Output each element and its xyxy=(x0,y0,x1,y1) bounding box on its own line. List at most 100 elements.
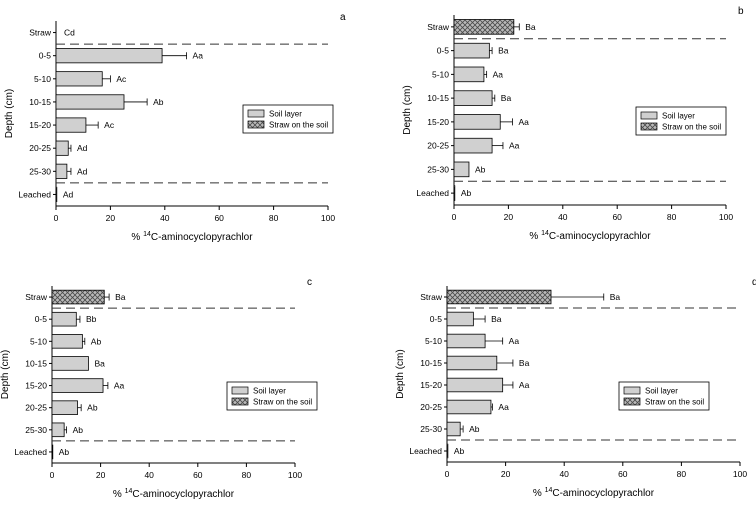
soil-bar xyxy=(446,355,498,371)
y-axis-title: Depth (cm) xyxy=(395,349,406,398)
data-label: Ab xyxy=(454,446,465,456)
x-tick-label: 60 xyxy=(214,213,224,223)
y-tick-label: 20-25 xyxy=(427,141,449,151)
legend-straw-label: Straw on the soil xyxy=(269,121,328,130)
x-axis-title-superscript: 14 xyxy=(125,488,133,495)
x-axis-title-superscript: 14 xyxy=(143,231,151,238)
legend-soil-swatch xyxy=(640,111,658,120)
chart-panel-a: a Straw 0-5 5-10 10-15 15-20 20-25 25-30 Leached… xyxy=(4,12,346,243)
y-tick-label: 5-10 xyxy=(30,336,47,346)
x-axis-title-superscript: 14 xyxy=(541,230,549,237)
x-axis-title-prefix: % xyxy=(533,488,545,499)
panel-letter: c xyxy=(307,277,312,288)
data-label: Ab xyxy=(475,164,486,174)
legend-soil-label: Soil layer xyxy=(253,387,286,396)
x-tick-label: 100 xyxy=(733,469,747,479)
y-tick-label: 5-10 xyxy=(34,74,51,84)
data-label: Ab xyxy=(87,403,98,413)
y-axis-title: Depth (cm) xyxy=(4,89,15,138)
soil-bar xyxy=(51,422,65,438)
x-tick-label: 20 xyxy=(96,470,106,480)
y-tick-label: 15-20 xyxy=(25,381,47,391)
y-tick-label: Leached xyxy=(416,188,449,198)
data-label: Ad xyxy=(63,189,74,199)
x-axis-title-prefix: % xyxy=(529,231,541,242)
y-tick-label: 15-20 xyxy=(29,120,51,130)
data-label: Ba xyxy=(525,22,536,32)
x-tick-label: 0 xyxy=(50,470,55,480)
y-tick-label: 25-30 xyxy=(427,164,449,174)
y-tick-label: 10-15 xyxy=(427,93,449,103)
soil-bar xyxy=(51,311,77,327)
soil-bar xyxy=(446,377,504,393)
data-label: Ba xyxy=(115,292,126,302)
soil-bar xyxy=(453,90,493,106)
legend-straw-swatch xyxy=(231,397,249,406)
data-label: Ab xyxy=(469,424,480,434)
panel-letter: a xyxy=(340,12,346,23)
x-tick-label: 40 xyxy=(144,470,154,480)
legend-soil-label: Soil layer xyxy=(662,112,695,121)
x-tick-label: 20 xyxy=(501,469,511,479)
legend-straw-label: Straw on the soil xyxy=(253,398,312,407)
data-label: Ad xyxy=(77,143,88,153)
soil-bar xyxy=(446,333,486,349)
y-tick-label: Straw xyxy=(25,292,48,302)
x-tick-label: 100 xyxy=(321,213,335,223)
soil-bar xyxy=(51,356,89,371)
x-axis-title-suffix: C-aminocyclopyrachlor xyxy=(549,231,651,242)
y-tick-label: 0-5 xyxy=(430,314,443,324)
y-tick-label: Straw xyxy=(420,292,443,302)
soil-bar xyxy=(453,114,501,130)
soil-bar xyxy=(446,399,492,415)
data-label: Aa xyxy=(509,336,520,346)
x-axis-title-suffix: C-aminocyclopyrachlor xyxy=(552,488,654,499)
x-tick-label: 100 xyxy=(719,212,733,222)
x-axis-title: % 14C-aminocyclopyrachlor xyxy=(113,488,235,500)
x-axis-title-suffix: C-aminocyclopyrachlor xyxy=(151,232,253,243)
soil-bar xyxy=(51,444,54,460)
x-tick-label: 80 xyxy=(269,213,279,223)
legend-straw-swatch xyxy=(247,120,265,129)
data-label: Ac xyxy=(116,74,127,84)
straw-bar xyxy=(51,289,105,305)
legend-straw-swatch xyxy=(623,397,641,406)
x-tick-label: 60 xyxy=(612,212,622,222)
y-tick-label: 10-15 xyxy=(29,97,51,107)
y-tick-label: 0-5 xyxy=(437,46,450,56)
y-tick-label: 10-15 xyxy=(25,358,47,368)
straw-bar xyxy=(446,289,552,305)
legend-soil-swatch xyxy=(231,386,249,395)
legend-soil-label: Soil layer xyxy=(645,387,678,396)
soil-bar xyxy=(55,163,68,179)
data-label: Ab xyxy=(461,188,472,198)
y-tick-label: Leached xyxy=(18,189,51,199)
legend-straw-label: Straw on the soil xyxy=(645,398,704,407)
data-label: Aa xyxy=(193,51,204,61)
y-tick-label: 10-15 xyxy=(420,358,442,368)
soil-bar xyxy=(51,334,83,349)
y-axis-title: Depth (cm) xyxy=(402,85,413,134)
x-axis-title-prefix: % xyxy=(113,489,125,500)
soil-bar xyxy=(453,66,485,83)
x-axis-title: % 14C-aminocyclopyrachlor xyxy=(529,230,651,242)
data-label: Aa xyxy=(498,402,509,412)
data-label: Aa xyxy=(518,117,529,127)
x-tick-label: 80 xyxy=(242,470,252,480)
panel-letter: b xyxy=(738,6,744,17)
chart-panel-c: c Straw 0-5 5-10 10-15 15-20 20-25 25-30 Leached… xyxy=(0,277,318,500)
soil-bar xyxy=(55,117,87,133)
y-tick-label: 5-10 xyxy=(425,336,442,346)
y-tick-label: 0-5 xyxy=(35,314,48,324)
data-label: Aa xyxy=(493,69,504,79)
y-tick-label: 20-25 xyxy=(29,143,51,153)
panels: a Straw 0-5 5-10 10-15 15-20 20-25 25-30 Leached… xyxy=(0,6,756,500)
y-tick-label: 20-25 xyxy=(25,403,47,413)
y-tick-label: 25-30 xyxy=(29,166,51,176)
y-tick-label: 15-20 xyxy=(427,117,449,127)
data-label: Ab xyxy=(153,97,164,107)
soil-bar xyxy=(55,71,103,87)
legend: Soil layer Straw on the soil xyxy=(635,106,727,136)
data-label: Ba xyxy=(610,292,621,302)
x-axis-title: % 14C-aminocyclopyrachlor xyxy=(131,231,253,243)
